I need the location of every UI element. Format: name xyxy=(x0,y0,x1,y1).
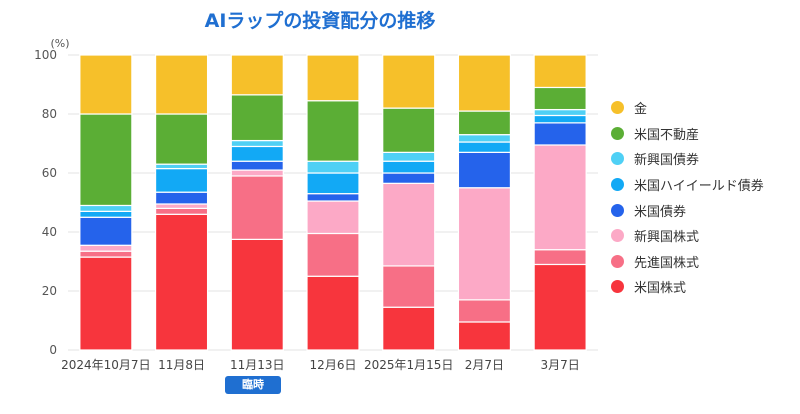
legend-label: 新興国債券 xyxy=(634,153,700,169)
legend-swatch xyxy=(611,254,624,268)
legend-label: 米国ハイイールド債券 xyxy=(634,179,764,195)
y-tick-label: 80 xyxy=(42,107,57,121)
legend-item: 新興国債券 xyxy=(611,146,764,172)
bar-segment xyxy=(382,172,436,184)
bar-segment xyxy=(457,187,512,301)
legend-label: 新興国株式 xyxy=(634,230,700,246)
bar-segment xyxy=(533,54,587,89)
bar-segment xyxy=(306,232,360,277)
bar-segment xyxy=(79,210,133,218)
bar-segment xyxy=(382,151,436,162)
bar-segment xyxy=(533,144,587,251)
bar-segment xyxy=(230,139,284,148)
legend-item: 金 xyxy=(611,95,764,121)
bar-segment xyxy=(154,54,209,115)
bar-segment xyxy=(382,54,436,109)
bar-segment xyxy=(230,175,284,240)
bar-segment xyxy=(154,167,209,193)
legend-swatch xyxy=(611,203,624,217)
bar-segment xyxy=(457,110,512,136)
bar-segment xyxy=(79,250,133,258)
bar-segment xyxy=(382,265,436,308)
legend-swatch xyxy=(611,229,624,243)
y-axis-unit: (%) xyxy=(50,37,69,50)
x-tick-label: 11月13日 xyxy=(230,358,285,372)
bar-segment xyxy=(306,54,360,102)
legend-label: 金 xyxy=(634,102,648,118)
bar-segment xyxy=(457,141,512,153)
bar-segment xyxy=(306,275,360,351)
x-tick-label: 2025年1月15日 xyxy=(364,358,453,372)
bar-segment xyxy=(79,113,133,207)
bar-segment xyxy=(533,114,587,124)
bar-segment xyxy=(457,151,512,189)
bar-segment xyxy=(230,160,284,171)
bar-segment xyxy=(382,107,436,153)
bar-segment xyxy=(79,256,133,351)
bar-segment xyxy=(382,182,436,267)
y-tick-label: 60 xyxy=(42,166,57,180)
x-tick-label: 2月7日 xyxy=(465,358,504,372)
x-tick-label: 3月7日 xyxy=(541,358,580,372)
bar-segment xyxy=(230,54,284,96)
bar-segment xyxy=(457,299,512,323)
y-tick-label: 100 xyxy=(34,48,57,62)
legend-item: 米国債券 xyxy=(611,197,764,223)
legend-item: 米国株式 xyxy=(611,274,764,300)
legend-item: 先進国株式 xyxy=(611,249,764,275)
bar-segment xyxy=(154,113,209,165)
bar-segment xyxy=(154,191,209,205)
bar-segment xyxy=(457,321,512,351)
legend-label: 米国株式 xyxy=(634,281,687,297)
legend-swatch xyxy=(611,280,624,294)
bar-segment xyxy=(230,145,284,162)
bar-segment xyxy=(533,249,587,266)
bar-segment xyxy=(79,244,133,252)
legend: 金米国不動産新興国債券米国ハイイールド債券 米国債券新興国株式先進国株式米国株式 xyxy=(611,95,764,300)
bar-segment xyxy=(533,263,587,351)
legend-swatch xyxy=(611,178,624,192)
bar-segment xyxy=(533,122,587,146)
legend-swatch xyxy=(611,152,624,166)
bar-segment xyxy=(230,94,284,142)
bar-segment xyxy=(382,160,436,174)
bar-segment xyxy=(154,163,209,170)
bar-segment xyxy=(79,54,133,115)
bar-segment xyxy=(382,306,436,351)
bar-segment xyxy=(457,134,512,143)
bar-segment xyxy=(306,100,360,162)
legend-label: 先進国株式 xyxy=(634,255,700,271)
bar-segment xyxy=(230,238,284,351)
legend-label: 米国債券 xyxy=(634,204,687,220)
bar-segment xyxy=(457,54,512,112)
bar-segment xyxy=(154,213,209,351)
bar-segment xyxy=(306,193,360,202)
y-tick-label: 20 xyxy=(42,284,57,298)
bar-segment xyxy=(306,200,360,235)
legend-item: 米国ハイイールド債券 xyxy=(611,172,764,198)
bar-segment xyxy=(79,216,133,246)
bar-segment xyxy=(533,108,587,117)
legend-swatch xyxy=(611,126,624,140)
bar-segment xyxy=(533,86,587,111)
annotation-badge: 臨時 xyxy=(225,376,281,394)
bar-segment xyxy=(306,160,360,174)
bar-segment xyxy=(154,207,209,215)
x-tick-label: 2024年10月7日 xyxy=(61,358,150,372)
bar-segment xyxy=(230,169,284,177)
bar-segment xyxy=(79,204,133,212)
x-tick-label: 12月6日 xyxy=(310,358,357,372)
legend-item: 米国不動産 xyxy=(611,121,764,147)
bar-segment xyxy=(306,172,360,195)
legend-label: 米国不動産 xyxy=(634,127,700,143)
chart-title: AIラップの投資配分の推移 xyxy=(204,10,436,32)
bar-segment xyxy=(154,203,209,210)
legend-swatch xyxy=(611,101,624,115)
legend-item: 新興国株式 xyxy=(611,223,764,249)
y-tick-label: 40 xyxy=(42,225,57,239)
x-tick-label: 11月8日 xyxy=(158,358,205,372)
y-tick-label: 0 xyxy=(49,343,57,357)
